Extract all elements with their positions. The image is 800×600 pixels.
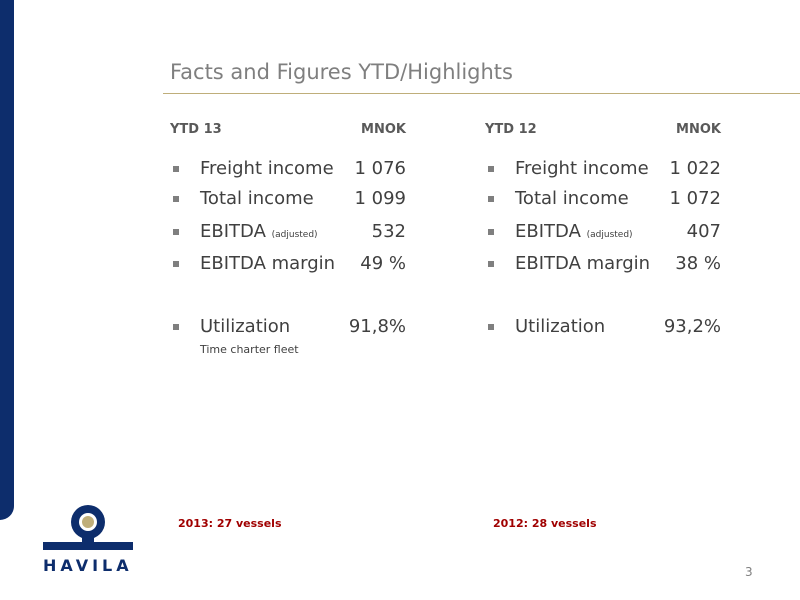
bullet: [173, 196, 179, 202]
slide-title: Facts and Figures YTD/Highlights: [170, 60, 513, 84]
unit-header: MNOK: [361, 122, 406, 137]
item-value: 407: [686, 221, 721, 242]
item-value: 38 %: [675, 253, 721, 274]
item-value: 1 099: [354, 188, 406, 209]
item-label: Utilization: [200, 316, 290, 337]
bullet: [173, 166, 179, 172]
item-label: EBITDA margin: [515, 253, 650, 274]
unit-header: MNOK: [676, 122, 721, 137]
bullet: [488, 196, 494, 202]
item-value: 1 076: [354, 158, 406, 179]
bullet: [173, 324, 179, 330]
item-value: 1 072: [669, 188, 721, 209]
bullet: [488, 324, 494, 330]
logo-text: HAVILA: [43, 556, 133, 575]
item-value: 91,8%: [348, 316, 406, 337]
period-header: YTD 13: [170, 122, 222, 137]
item-label: Freight income: [515, 158, 649, 179]
page-number: 3: [745, 565, 753, 579]
item-label-text: Utilization: [200, 316, 291, 337]
item-label: Total income: [515, 188, 629, 209]
bullet: [488, 166, 494, 172]
item-value: 93,2%: [663, 316, 721, 337]
item-label: EBITDA margin: [200, 253, 335, 274]
title-rule: [163, 93, 800, 94]
item-label: Freight income: [200, 158, 334, 179]
item-value: 1 022: [669, 158, 721, 179]
item-label-text: EBITDA: [200, 221, 266, 242]
item-qualifier: (adjusted): [586, 230, 633, 240]
side-bar: [0, 0, 14, 520]
item-label: Total income: [200, 188, 314, 209]
item-label-text: EBITDA margin: [515, 253, 651, 274]
item-label-text: Freight income: [515, 158, 649, 179]
item-label-text: Utilization: [515, 316, 606, 337]
item-label-text: Freight income: [200, 158, 334, 179]
item-value: 49 %: [360, 253, 406, 274]
item-label-text: EBITDA: [515, 221, 581, 242]
footnote: 2012: 28 vessels: [493, 517, 597, 530]
bullet: [173, 261, 179, 267]
item-label-text: EBITDA margin: [200, 253, 336, 274]
item-label: Utilization: [515, 316, 605, 337]
item-qualifier: (adjusted): [271, 230, 318, 240]
item-label: EBITDA (adjusted): [200, 221, 318, 242]
item-note: Time charter fleet: [200, 343, 299, 356]
bullet: [488, 229, 494, 235]
bullet: [173, 229, 179, 235]
logo-mark: [43, 505, 133, 550]
item-label-text: Total income: [200, 188, 314, 209]
footnote: 2013: 27 vessels: [178, 517, 282, 530]
period-header: YTD 12: [485, 122, 537, 137]
item-label-text: Total income: [515, 188, 629, 209]
item-value: 532: [371, 221, 406, 242]
bullet: [488, 261, 494, 267]
item-label: EBITDA (adjusted): [515, 221, 633, 242]
